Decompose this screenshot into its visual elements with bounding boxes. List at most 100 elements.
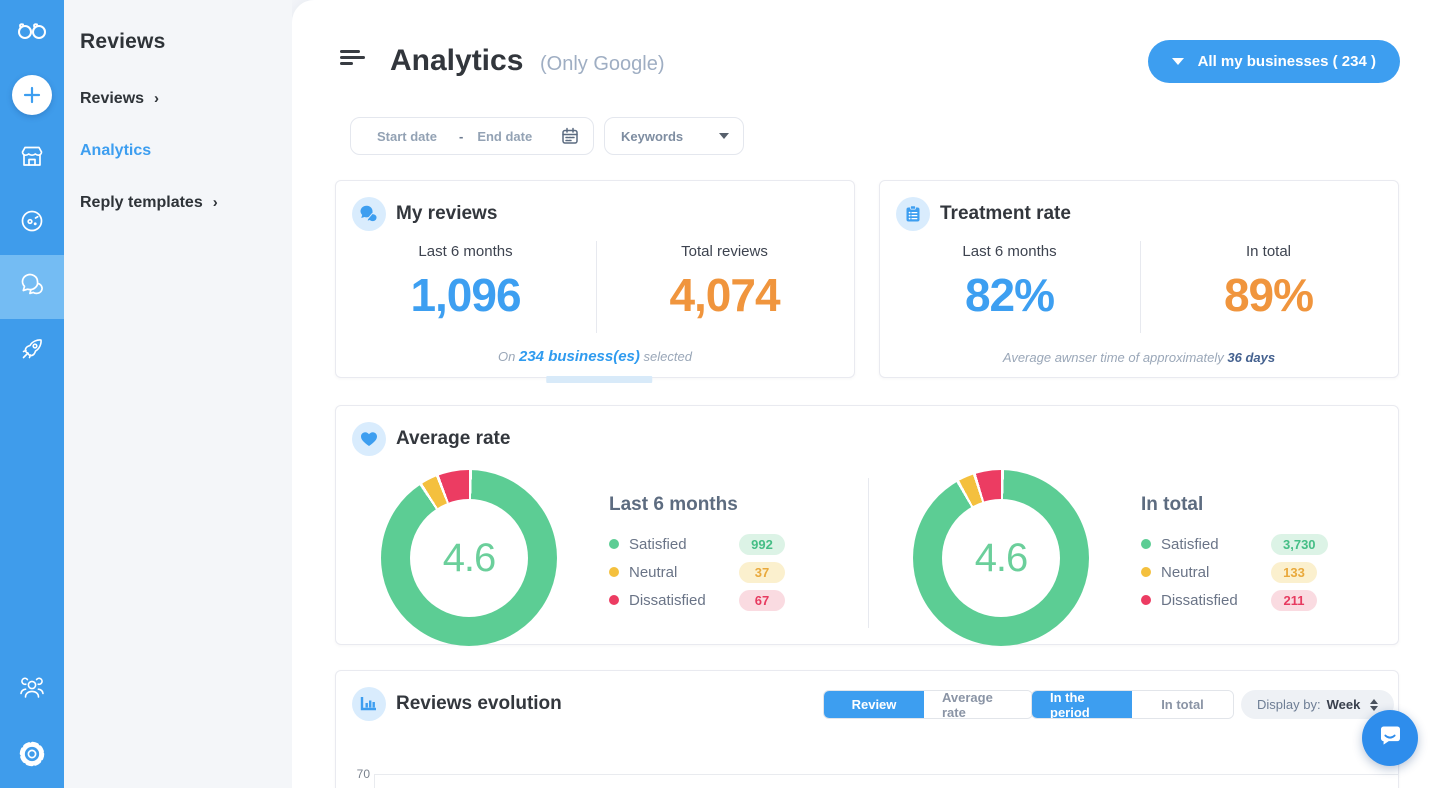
tab-average-rate[interactable]: Average rate <box>924 691 1032 718</box>
card-title: Average rate <box>396 428 511 449</box>
tab-in-total[interactable]: In total <box>1132 691 1233 718</box>
stat-label: Last 6 months <box>962 243 1057 260</box>
count-badge: 211 <box>1271 589 1317 611</box>
chat-launcher-button[interactable] <box>1362 710 1418 766</box>
answer-time-note: Average awnser time of approximately 36 … <box>880 350 1398 365</box>
count-badge: 133 <box>1271 561 1317 583</box>
chevron-right-icon: › <box>154 89 160 107</box>
gridline <box>374 774 1398 775</box>
rail-item-cookie[interactable] <box>0 191 64 255</box>
rail-item-businesses[interactable] <box>0 127 64 191</box>
intercom-chat-icon <box>1377 723 1403 754</box>
display-by-select[interactable]: Display by: Week <box>1241 690 1395 719</box>
average-rate-card: Average rate 4.6 Last 6 months Satisfied… <box>335 405 1399 646</box>
secondary-sidebar: Reviews Reviews › Analytics Reply templa… <box>64 0 292 788</box>
sidebar-item-reply-templates[interactable]: Reply templates › <box>80 194 218 212</box>
cookie-icon <box>18 207 46 240</box>
count-badge: 992 <box>739 533 785 555</box>
stat-label: Last 6 months <box>418 243 513 260</box>
legend-item-dissatisfied: Dissatisfied 67 <box>609 586 839 614</box>
page-title: Analytics <box>390 44 524 77</box>
stat-label: In total <box>1245 243 1292 260</box>
tab-review[interactable]: Review <box>824 691 924 718</box>
card-title: Treatment rate <box>940 203 1071 224</box>
display-by-value: Week <box>1326 697 1361 712</box>
divider <box>596 241 597 333</box>
display-by-label: Display by: <box>1257 697 1321 712</box>
menu-icon[interactable] <box>340 50 366 66</box>
legend-label: Dissatisfied <box>1161 591 1238 609</box>
legend-item-satisfied: Satisfied 3,730 <box>1141 530 1371 558</box>
my-reviews-card: My reviews Last 6 months 1,096 Total rev… <box>335 180 855 383</box>
businesses-count-link[interactable]: 234 business(es) <box>519 348 640 365</box>
scope-tab-group: In the period In total <box>1031 690 1234 719</box>
legend-label: Dissatisfied <box>629 591 706 609</box>
legend-item-satisfied: Satisfied 992 <box>609 530 839 558</box>
metric-tab-group: Review Average rate <box>823 690 1033 719</box>
date-range-input[interactable]: Start date - End date <box>350 117 594 155</box>
card-title: Reviews evolution <box>396 693 562 714</box>
reviews-evolution-card: Reviews evolution Review Average rate In… <box>335 670 1399 788</box>
satisfied-dot-icon <box>609 539 619 549</box>
businesses-selected-note: On 234 business(es) selected <box>336 348 854 365</box>
all-businesses-button[interactable]: All my businesses ( 234 ) <box>1147 40 1400 83</box>
rail-item-reviews[interactable] <box>0 255 64 319</box>
legend-item-neutral: Neutral 133 <box>1141 558 1371 586</box>
bar-chart-icon <box>352 687 386 721</box>
count-badge: 67 <box>739 589 785 611</box>
stat-in-total: In total 89% <box>1139 241 1398 322</box>
rail-item-boost[interactable] <box>0 319 64 383</box>
rail-item-settings[interactable] <box>0 724 64 788</box>
stat-value: 82% <box>964 269 1055 321</box>
plus-icon <box>22 85 42 105</box>
add-button[interactable] <box>12 75 52 115</box>
tab-in-the-period[interactable]: In the period <box>1032 691 1132 718</box>
legend-heading: In total <box>1141 494 1204 515</box>
rail-item-team[interactable] <box>0 659 64 723</box>
stat-total-reviews: Total reviews 4,074 <box>595 241 854 322</box>
footer-bold: 36 days <box>1227 350 1276 365</box>
footer-text: Average awnser time of approximately <box>1002 350 1224 365</box>
neutral-dot-icon <box>1141 567 1151 577</box>
legend-label: Satisfied <box>1161 535 1219 553</box>
sidebar-item-analytics[interactable]: Analytics <box>80 142 151 160</box>
sidebar-item-label: Reply templates <box>80 194 203 211</box>
legend-label: Neutral <box>1161 563 1210 581</box>
end-date-placeholder: End date <box>477 128 533 144</box>
divider <box>1140 241 1141 333</box>
sidebar-item-reviews[interactable]: Reviews › <box>80 90 159 108</box>
app-logo <box>0 0 64 64</box>
card-title: My reviews <box>396 203 498 224</box>
dissatisfied-dot-icon <box>1141 595 1151 605</box>
legend-last-6-months: Last 6 months Satisfied 992 Neutral 37 D… <box>609 494 839 614</box>
page-subtitle: (Only Google) <box>540 53 665 75</box>
sidebar-title: Reviews <box>80 30 166 53</box>
sort-arrows-icon <box>1370 698 1379 711</box>
legend-item-neutral: Neutral 37 <box>609 558 839 586</box>
stat-last-6-months: Last 6 months 1,096 <box>336 241 595 322</box>
stat-value: 1,096 <box>410 269 521 321</box>
footer-prefix: On <box>498 349 516 364</box>
stat-last-6-months: Last 6 months 82% <box>880 241 1139 322</box>
legend-label: Satisfied <box>629 535 687 553</box>
stat-label: Total reviews <box>681 243 768 260</box>
keywords-placeholder: Keywords <box>621 128 684 144</box>
keywords-select[interactable]: Keywords <box>604 117 744 155</box>
y-axis-tick: 70 <box>356 767 370 781</box>
count-badge: 3,730 <box>1271 533 1328 555</box>
all-businesses-label: All my businesses ( 234 ) <box>1197 53 1376 70</box>
caret-down-icon <box>1171 58 1184 65</box>
heart-icon <box>352 422 386 456</box>
donut-center-value: 4.6 <box>442 535 497 580</box>
businesses-link-highlight <box>546 376 653 383</box>
count-badge: 37 <box>739 561 785 583</box>
dissatisfied-dot-icon <box>609 595 619 605</box>
icon-rail <box>0 0 64 788</box>
chevron-right-icon: › <box>212 193 218 211</box>
legend-item-dissatisfied: Dissatisfied 211 <box>1141 586 1371 614</box>
calendar-icon <box>561 127 579 145</box>
sidebar-item-label: Reviews <box>80 90 145 107</box>
donut-center-value: 4.6 <box>974 535 1029 580</box>
satisfied-dot-icon <box>1141 539 1151 549</box>
